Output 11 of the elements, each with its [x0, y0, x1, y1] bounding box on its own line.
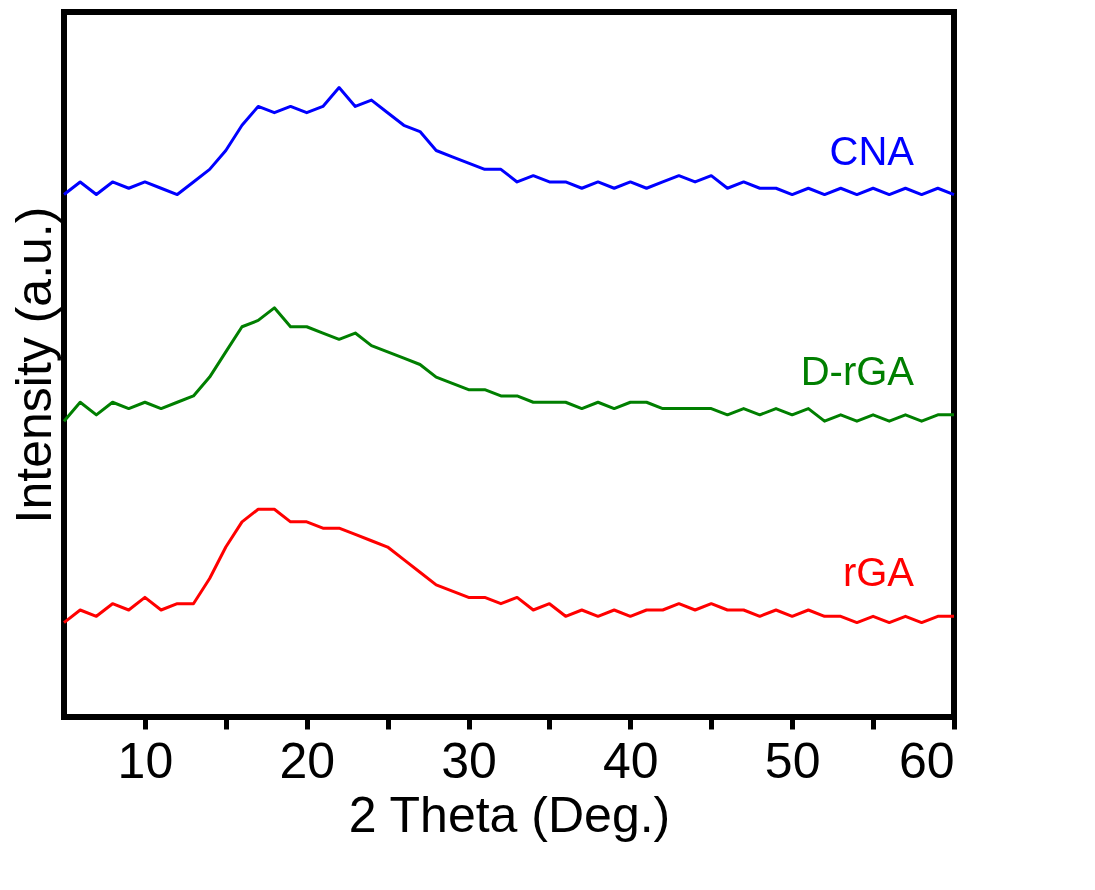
x-tick-label: 50 [764, 732, 821, 789]
x-tick-label: 10 [117, 732, 174, 789]
y-axis-title: Intensity (a.u.) [5, 206, 62, 524]
x-tick-label: 30 [441, 732, 497, 789]
x-tick-label: 60 [898, 732, 955, 789]
series-label: rGA [842, 550, 915, 595]
x-tick-label: 40 [603, 732, 659, 789]
series-label: D-rGA [800, 348, 915, 393]
series-label: CNA [829, 128, 915, 173]
x-axis-title: 2 Theta (Deg.) [348, 786, 671, 843]
x-tick-label: 20 [279, 732, 336, 789]
